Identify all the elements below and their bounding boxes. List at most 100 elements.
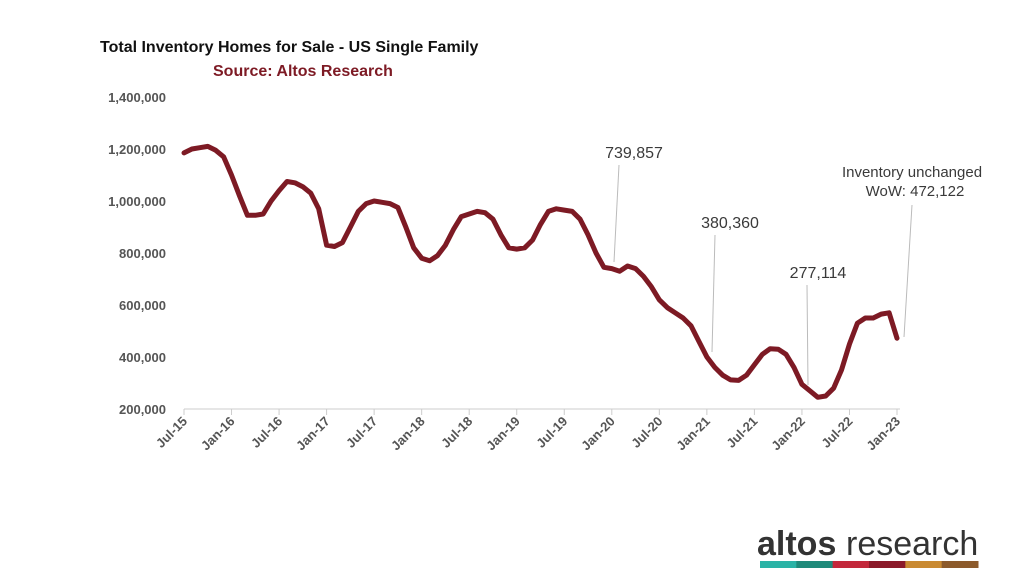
data-point bbox=[349, 226, 351, 228]
data-point bbox=[635, 268, 637, 270]
data-point bbox=[365, 203, 367, 205]
annotation-label: 739,857 bbox=[605, 145, 663, 162]
data-point bbox=[429, 260, 431, 262]
data-point bbox=[761, 353, 763, 355]
data-point bbox=[650, 286, 652, 288]
x-tick-label: Jul-18 bbox=[438, 414, 475, 451]
data-point bbox=[793, 366, 795, 368]
data-point bbox=[492, 218, 494, 220]
data-point bbox=[444, 244, 446, 246]
y-tick-label: 800,000 bbox=[119, 246, 166, 261]
annotation-label: 277,114 bbox=[790, 265, 847, 282]
data-point bbox=[706, 356, 708, 358]
data-point bbox=[334, 246, 336, 247]
data-point bbox=[207, 145, 209, 147]
data-point bbox=[452, 229, 454, 231]
logo-altos: altos bbox=[757, 525, 836, 563]
data-point bbox=[460, 216, 462, 218]
logo-color-bar bbox=[760, 561, 797, 568]
y-tick-label: 600,000 bbox=[119, 298, 166, 313]
y-tick-label: 200,000 bbox=[119, 402, 166, 417]
logo-research: research bbox=[846, 525, 978, 563]
annotation-label: WoW: 472,122 bbox=[866, 183, 965, 200]
data-point bbox=[270, 200, 272, 202]
logo-color-bar bbox=[832, 561, 870, 568]
x-tick-label: Jan-19 bbox=[483, 414, 523, 454]
x-tick-label: Jul-22 bbox=[818, 414, 855, 451]
x-tick-label: Jan-21 bbox=[673, 414, 713, 454]
data-point bbox=[437, 255, 439, 257]
data-point bbox=[532, 239, 534, 241]
data-point bbox=[326, 244, 328, 246]
data-point bbox=[238, 195, 240, 197]
data-point bbox=[508, 247, 510, 249]
logo-color-bar bbox=[905, 561, 943, 568]
data-point bbox=[817, 396, 819, 398]
data-point bbox=[563, 209, 565, 211]
annotation-leader-line bbox=[903, 204, 913, 338]
x-tick-label: Jul-16 bbox=[248, 414, 285, 451]
data-point bbox=[579, 218, 581, 220]
data-point bbox=[294, 182, 296, 184]
x-tick-label: Jul-20 bbox=[628, 414, 665, 451]
data-point bbox=[809, 390, 811, 392]
data-point bbox=[666, 307, 668, 309]
data-point bbox=[484, 212, 486, 214]
data-point bbox=[690, 325, 692, 327]
data-point bbox=[341, 242, 343, 244]
x-tick-label: Jul-19 bbox=[533, 414, 570, 451]
x-tick-label: Jan-23 bbox=[863, 414, 903, 454]
data-point bbox=[872, 317, 874, 319]
data-point bbox=[825, 395, 827, 397]
altos-research-logo: altos research bbox=[757, 525, 979, 568]
x-tick-label: Jul-15 bbox=[153, 414, 190, 451]
x-tick-label: Jul-21 bbox=[723, 414, 760, 451]
data-point bbox=[223, 156, 225, 158]
data-point bbox=[476, 210, 478, 212]
data-point bbox=[856, 322, 858, 324]
x-tick-label: Jul-17 bbox=[343, 414, 380, 451]
data-point bbox=[183, 152, 185, 154]
data-point bbox=[896, 337, 898, 339]
data-point bbox=[888, 312, 890, 314]
data-point bbox=[540, 223, 541, 225]
chart-title: Total Inventory Homes for Sale - US Sing… bbox=[100, 39, 479, 56]
data-point bbox=[738, 379, 740, 381]
data-point bbox=[373, 200, 375, 202]
data-point bbox=[658, 299, 660, 301]
x-tick-label: Jan-16 bbox=[198, 414, 238, 454]
data-point bbox=[191, 148, 193, 150]
annotation-label: Inventory unchanged bbox=[842, 164, 982, 181]
data-point bbox=[215, 149, 217, 151]
data-point bbox=[571, 210, 573, 212]
logo-color-bar bbox=[941, 561, 979, 568]
data-point bbox=[745, 374, 747, 376]
data-point bbox=[278, 190, 280, 192]
data-point bbox=[397, 207, 399, 208]
data-point bbox=[413, 247, 415, 249]
data-point bbox=[547, 210, 549, 212]
data-point bbox=[603, 266, 605, 268]
data-point bbox=[262, 213, 264, 215]
data-point bbox=[555, 208, 557, 210]
data-point bbox=[722, 374, 724, 376]
data-point bbox=[595, 252, 597, 254]
annotation-leader-line bbox=[613, 164, 620, 263]
data-point bbox=[730, 379, 732, 381]
data-point bbox=[254, 214, 256, 216]
data-point bbox=[357, 210, 359, 212]
chart-subtitle: Source: Altos Research bbox=[213, 63, 393, 80]
annotation-label: 380,360 bbox=[701, 215, 759, 232]
data-point bbox=[777, 348, 779, 350]
data-point bbox=[611, 268, 613, 270]
data-point bbox=[769, 348, 771, 350]
data-point bbox=[833, 387, 835, 389]
data-point bbox=[682, 317, 684, 319]
data-point bbox=[199, 147, 201, 149]
x-tick-label: Jan-22 bbox=[768, 414, 808, 454]
data-point bbox=[753, 364, 755, 366]
y-tick-label: 1,000,000 bbox=[108, 194, 166, 209]
x-tick-label: Jan-17 bbox=[293, 414, 333, 454]
data-point bbox=[318, 208, 320, 210]
y-tick-label: 400,000 bbox=[119, 350, 166, 365]
